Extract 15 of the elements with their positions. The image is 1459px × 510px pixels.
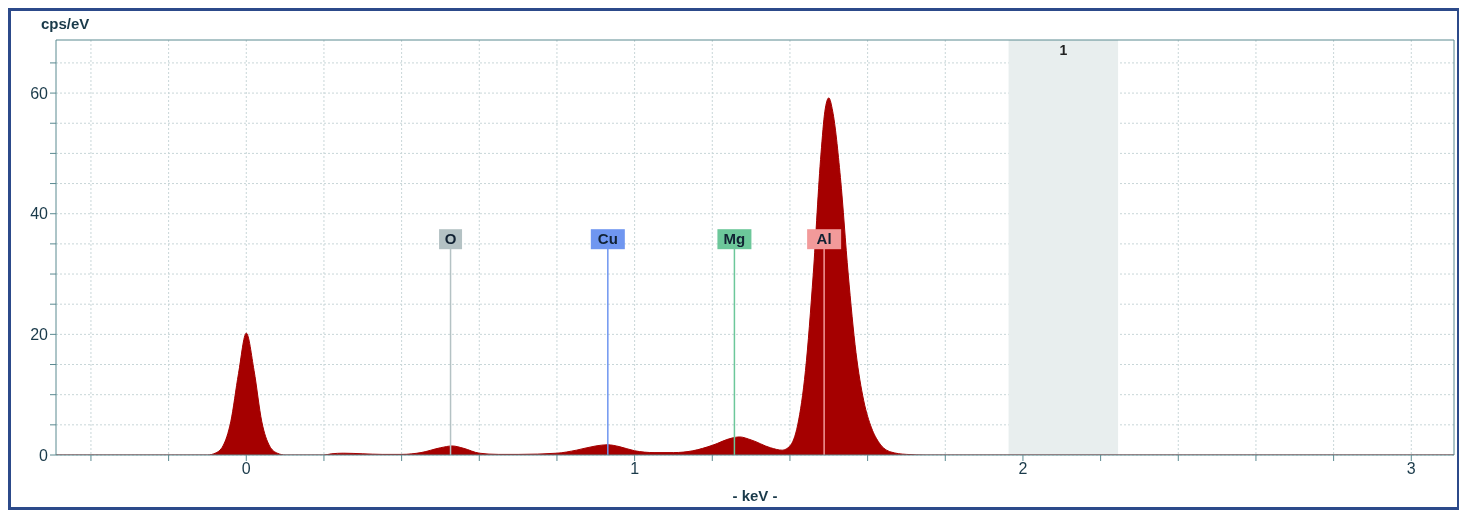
- y-tick-label: 60: [30, 84, 49, 102]
- y-axis-title: cps/eV: [41, 15, 90, 32]
- y-tick-label: 40: [30, 205, 49, 223]
- ref-line-label: Cu: [597, 230, 618, 248]
- ref-line-label: O: [444, 230, 457, 248]
- x-tick-label: 3: [1406, 460, 1416, 478]
- y-tick-label: 0: [39, 446, 49, 464]
- band-label: 1: [1059, 41, 1068, 58]
- y-tick-label: 20: [30, 326, 49, 344]
- x-tick-label: 2: [1018, 460, 1028, 478]
- x-axis-title: - keV -: [732, 487, 778, 504]
- x-tick-label: 1: [630, 460, 640, 478]
- x-tick-label: 0: [241, 460, 251, 478]
- ref-line-label: Al: [816, 230, 832, 248]
- ref-line-label: Mg: [723, 230, 746, 248]
